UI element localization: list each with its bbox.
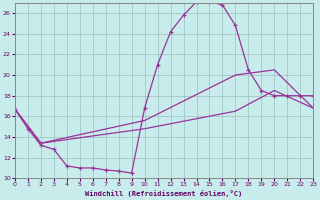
X-axis label: Windchill (Refroidissement éolien,°C): Windchill (Refroidissement éolien,°C) [85,190,243,197]
